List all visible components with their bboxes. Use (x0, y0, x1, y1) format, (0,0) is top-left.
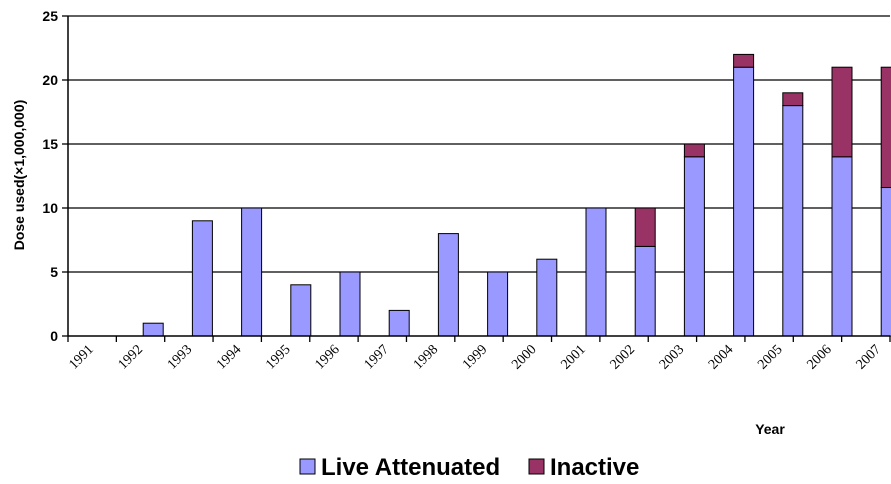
bar-live-attenuated-1994 (241, 207, 263, 337)
x-tick-label: 2006 (804, 342, 834, 372)
bar-inactive-2006 (831, 66, 853, 158)
bar-inactive-2002 (634, 207, 656, 247)
gridlines (68, 15, 890, 273)
bar-live-attenuated-1998 (437, 233, 459, 337)
x-tick-label: 1991 (66, 342, 96, 372)
x-tick-label: 2005 (755, 342, 785, 372)
bar-live-attenuated-2002 (634, 245, 656, 337)
bar-live-attenuated-1999 (487, 271, 509, 337)
y-tick-label: 15 (42, 136, 58, 152)
x-tick-label: 2004 (706, 342, 736, 372)
x-tick-label: 2003 (657, 342, 687, 372)
bar-live-attenuated-2000 (536, 258, 558, 337)
bar-live-attenuated-2007 (880, 187, 891, 337)
x-tick-label: 1993 (165, 342, 195, 372)
bar-inactive-2007 (880, 66, 891, 189)
x-tick-label: 1994 (214, 342, 244, 372)
bar-live-attenuated-2004 (733, 66, 755, 337)
x-tick-label: 1997 (362, 342, 392, 372)
bar-inactive-2005 (782, 92, 804, 107)
legend-label-live-attenuated: Live Attenuated (321, 454, 500, 481)
x-tick-label: 2001 (558, 342, 588, 372)
bars (142, 53, 891, 337)
x-tick-label: 1998 (411, 342, 441, 372)
legend-swatch-inactive (528, 458, 545, 475)
y-tick-label: 10 (42, 200, 58, 216)
x-tick-label: 1999 (460, 342, 490, 372)
x-tick-label: 2007 (854, 342, 884, 372)
bar-live-attenuated-1996 (339, 271, 361, 337)
y-tick-label: 20 (42, 72, 58, 88)
x-tick-label: 1992 (116, 342, 146, 372)
legend-label-inactive: Inactive (550, 454, 639, 481)
y-tick-label: 5 (50, 264, 58, 280)
x-tick-label: 2002 (608, 342, 638, 372)
x-tick-label: 1996 (312, 342, 342, 372)
x-axis-title: Year (755, 421, 785, 437)
x-tick-label: 2000 (509, 342, 539, 372)
axes (62, 15, 891, 342)
legend: Live Attenuated Inactive (299, 454, 639, 481)
y-tick-labels: 0 5 10 15 20 25 (42, 8, 58, 344)
bar-inactive-2004 (733, 53, 755, 68)
bar-live-attenuated-1992 (142, 322, 164, 337)
x-tick-labels: 1991 1992 1993 1994 1995 1996 1997 1998 1999 2000… (66, 342, 884, 372)
bar-live-attenuated-2003 (683, 156, 705, 337)
bar-live-attenuated-2006 (831, 156, 853, 337)
legend-swatch-live-attenuated (299, 458, 316, 475)
bar-live-attenuated-2001 (585, 207, 607, 337)
y-tick-label: 25 (42, 8, 58, 24)
bar-live-attenuated-1993 (191, 220, 213, 337)
bar-live-attenuated-2005 (782, 105, 804, 337)
bar-inactive-2003 (683, 143, 705, 158)
bar-live-attenuated-1997 (388, 309, 410, 337)
y-axis-title: Dose used(×1,000,000) (11, 100, 27, 251)
y-tick-label: 0 (50, 328, 58, 344)
x-tick-label: 1995 (263, 342, 293, 372)
bar-live-attenuated-1995 (290, 284, 312, 337)
